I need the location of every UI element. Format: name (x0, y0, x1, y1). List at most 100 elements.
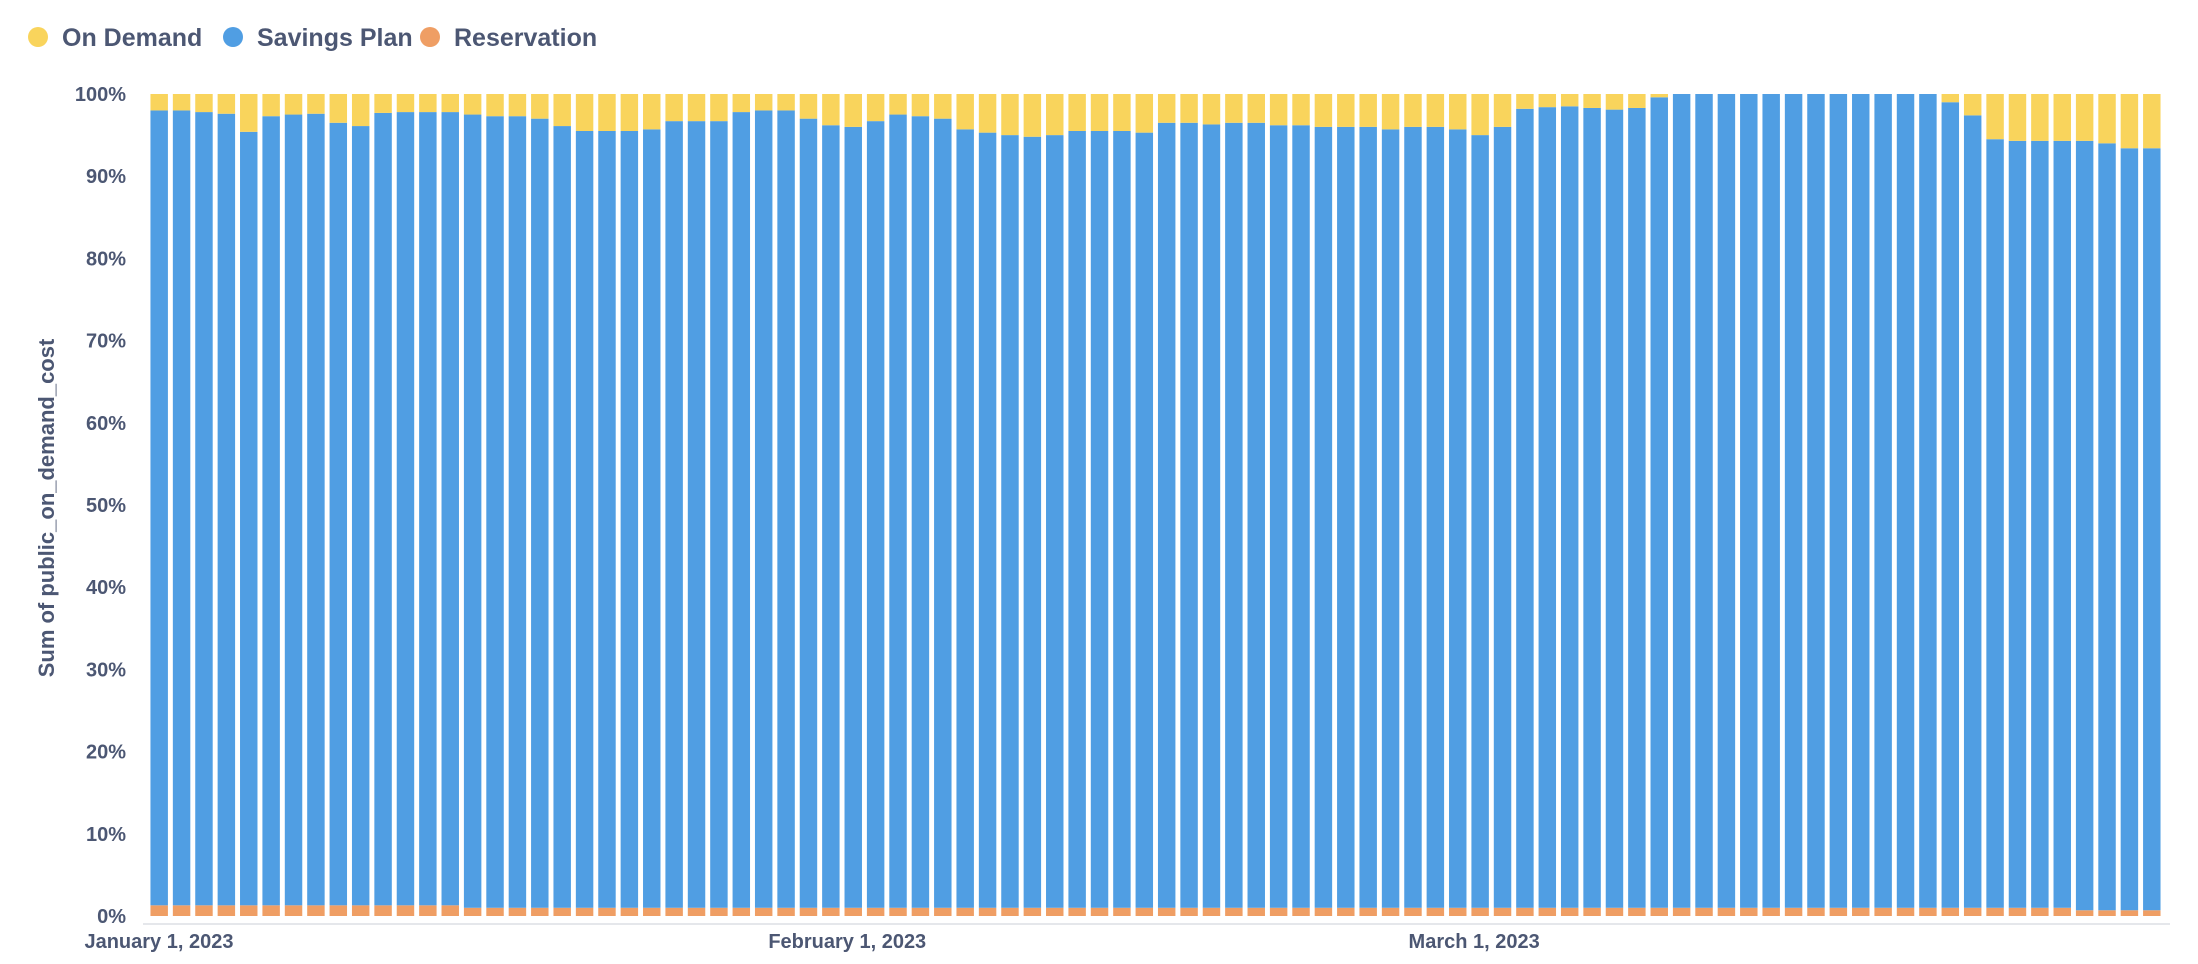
bar-segment-savings-plan[interactable] (1471, 135, 1489, 908)
bar-stack-2023-01-29[interactable] (777, 94, 795, 916)
bar-segment-savings-plan[interactable] (1963, 115, 1982, 908)
bar-segment-on-demand[interactable] (1023, 94, 1042, 137)
bar-segment-on-demand[interactable] (2075, 94, 2094, 141)
bar-segment-reservation[interactable] (1135, 907, 1154, 916)
bar-segment-savings-plan[interactable] (1516, 108, 1534, 908)
bar-segment-reservation[interactable] (1986, 907, 2004, 916)
bar-segment-reservation[interactable] (1247, 907, 1265, 916)
bar-segment-reservation[interactable] (1516, 907, 1534, 916)
bar-segment-reservation[interactable] (1740, 907, 1758, 916)
bar-segment-savings-plan[interactable] (2098, 143, 2116, 911)
bar-segment-reservation[interactable] (1046, 907, 1064, 916)
bar-segment-on-demand[interactable] (710, 94, 728, 122)
bar-segment-reservation[interactable] (643, 907, 661, 916)
bar-segment-on-demand[interactable] (1986, 94, 2004, 140)
bar-segment-on-demand[interactable] (1202, 94, 1221, 125)
bar-stack-2023-01-04[interactable] (217, 94, 236, 916)
bar-segment-reservation[interactable] (956, 907, 974, 916)
bar-stack-2023-02-09[interactable] (1023, 94, 1042, 916)
bar-segment-reservation[interactable] (351, 905, 370, 916)
bar-stack-2023-01-06[interactable] (262, 94, 280, 916)
bar-segment-reservation[interactable] (1225, 907, 1243, 916)
bar-segment-reservation[interactable] (2053, 907, 2071, 916)
bar-segment-on-demand[interactable] (1135, 94, 1154, 133)
bar-segment-reservation[interactable] (911, 907, 930, 916)
bar-segment-reservation[interactable] (1762, 907, 1780, 916)
bar-segment-reservation[interactable] (1583, 907, 1601, 916)
bar-stack-2023-01-23[interactable] (643, 94, 661, 916)
bar-stack-2023-02-25[interactable] (1381, 94, 1400, 916)
bar-stack-2023-02-10[interactable] (1046, 94, 1064, 916)
bar-segment-on-demand[interactable] (195, 94, 213, 113)
bar-segment-savings-plan[interactable] (1628, 107, 1646, 908)
bar-segment-on-demand[interactable] (351, 94, 370, 127)
bar-segment-savings-plan[interactable] (598, 130, 616, 908)
bar-segment-savings-plan[interactable] (1986, 139, 2004, 908)
bar-segment-on-demand[interactable] (1493, 94, 1512, 127)
bar-segment-reservation[interactable] (799, 907, 818, 916)
bar-segment-savings-plan[interactable] (2053, 140, 2071, 908)
bar-segment-savings-plan[interactable] (531, 118, 549, 908)
bar-segment-reservation[interactable] (2031, 907, 2049, 916)
bar-segment-reservation[interactable] (1001, 907, 1019, 916)
bar-segment-on-demand[interactable] (240, 94, 258, 132)
bar-segment-reservation[interactable] (665, 907, 683, 916)
bar-segment-savings-plan[interactable] (1426, 126, 1445, 908)
bar-segment-reservation[interactable] (1269, 907, 1288, 916)
bar-segment-savings-plan[interactable] (1157, 122, 1176, 908)
bar-stack-2023-03-16[interactable] (1807, 94, 1825, 916)
bar-segment-on-demand[interactable] (2098, 94, 2116, 144)
bar-segment-reservation[interactable] (307, 905, 325, 916)
bar-segment-on-demand[interactable] (1247, 94, 1265, 123)
bar-segment-reservation[interactable] (1426, 907, 1445, 916)
bar-segment-on-demand[interactable] (911, 94, 930, 117)
bar-segment-savings-plan[interactable] (777, 110, 795, 908)
bar-segment-savings-plan[interactable] (1292, 125, 1310, 908)
bar-stack-2023-01-26[interactable] (710, 94, 728, 916)
bar-segment-savings-plan[interactable] (1941, 102, 1960, 908)
bar-segment-on-demand[interactable] (844, 94, 862, 127)
bar-segment-savings-plan[interactable] (1180, 122, 1198, 908)
bar-segment-savings-plan[interactable] (866, 121, 885, 908)
bar-stack-2023-01-22[interactable] (620, 94, 639, 916)
bar-segment-savings-plan[interactable] (1762, 94, 1780, 908)
bar-segment-reservation[interactable] (1941, 907, 1960, 916)
bar-segment-on-demand[interactable] (2120, 94, 2139, 149)
bar-segment-savings-plan[interactable] (1605, 109, 1624, 908)
bar-segment-savings-plan[interactable] (2075, 140, 2094, 911)
bar-stack-2023-01-07[interactable] (284, 94, 303, 916)
bar-segment-reservation[interactable] (1404, 907, 1422, 916)
bar-segment-on-demand[interactable] (307, 94, 325, 114)
bar-segment-on-demand[interactable] (1113, 94, 1131, 131)
bar-segment-reservation[interactable] (1157, 907, 1176, 916)
bar-segment-reservation[interactable] (1874, 907, 1892, 916)
bar-segment-savings-plan[interactable] (1023, 136, 1042, 908)
bar-stack-2023-03-05[interactable] (1560, 94, 1579, 916)
bar-segment-on-demand[interactable] (620, 94, 639, 131)
bar-segment-savings-plan[interactable] (1919, 94, 1937, 908)
bar-segment-reservation[interactable] (1449, 907, 1467, 916)
bar-segment-savings-plan[interactable] (978, 132, 997, 908)
bar-segment-reservation[interactable] (1650, 907, 1668, 916)
bar-segment-reservation[interactable] (2008, 907, 2027, 916)
bar-segment-on-demand[interactable] (1605, 94, 1624, 110)
bar-segment-savings-plan[interactable] (1583, 107, 1601, 908)
bar-stack-2023-03-19[interactable] (1874, 94, 1892, 916)
bar-segment-savings-plan[interactable] (1560, 106, 1579, 908)
bar-stack-2023-02-16[interactable] (1180, 94, 1198, 916)
bar-stack-2023-01-08[interactable] (307, 94, 325, 916)
bar-segment-reservation[interactable] (1605, 907, 1624, 916)
bar-segment-reservation[interactable] (1113, 907, 1131, 916)
bar-segment-savings-plan[interactable] (643, 129, 661, 908)
bar-segment-on-demand[interactable] (1381, 94, 1400, 130)
bar-segment-savings-plan[interactable] (710, 121, 728, 908)
bar-stack-2023-03-06[interactable] (1583, 94, 1601, 916)
bar-segment-reservation[interactable] (1493, 907, 1512, 916)
bar-segment-savings-plan[interactable] (195, 112, 213, 906)
bar-segment-on-demand[interactable] (463, 94, 482, 115)
bar-segment-savings-plan[interactable] (307, 113, 325, 906)
bar-segment-savings-plan[interactable] (1001, 135, 1019, 908)
bar-segment-reservation[interactable] (262, 905, 280, 916)
bar-stack-2023-01-21[interactable] (598, 94, 616, 916)
bar-segment-on-demand[interactable] (217, 94, 236, 114)
